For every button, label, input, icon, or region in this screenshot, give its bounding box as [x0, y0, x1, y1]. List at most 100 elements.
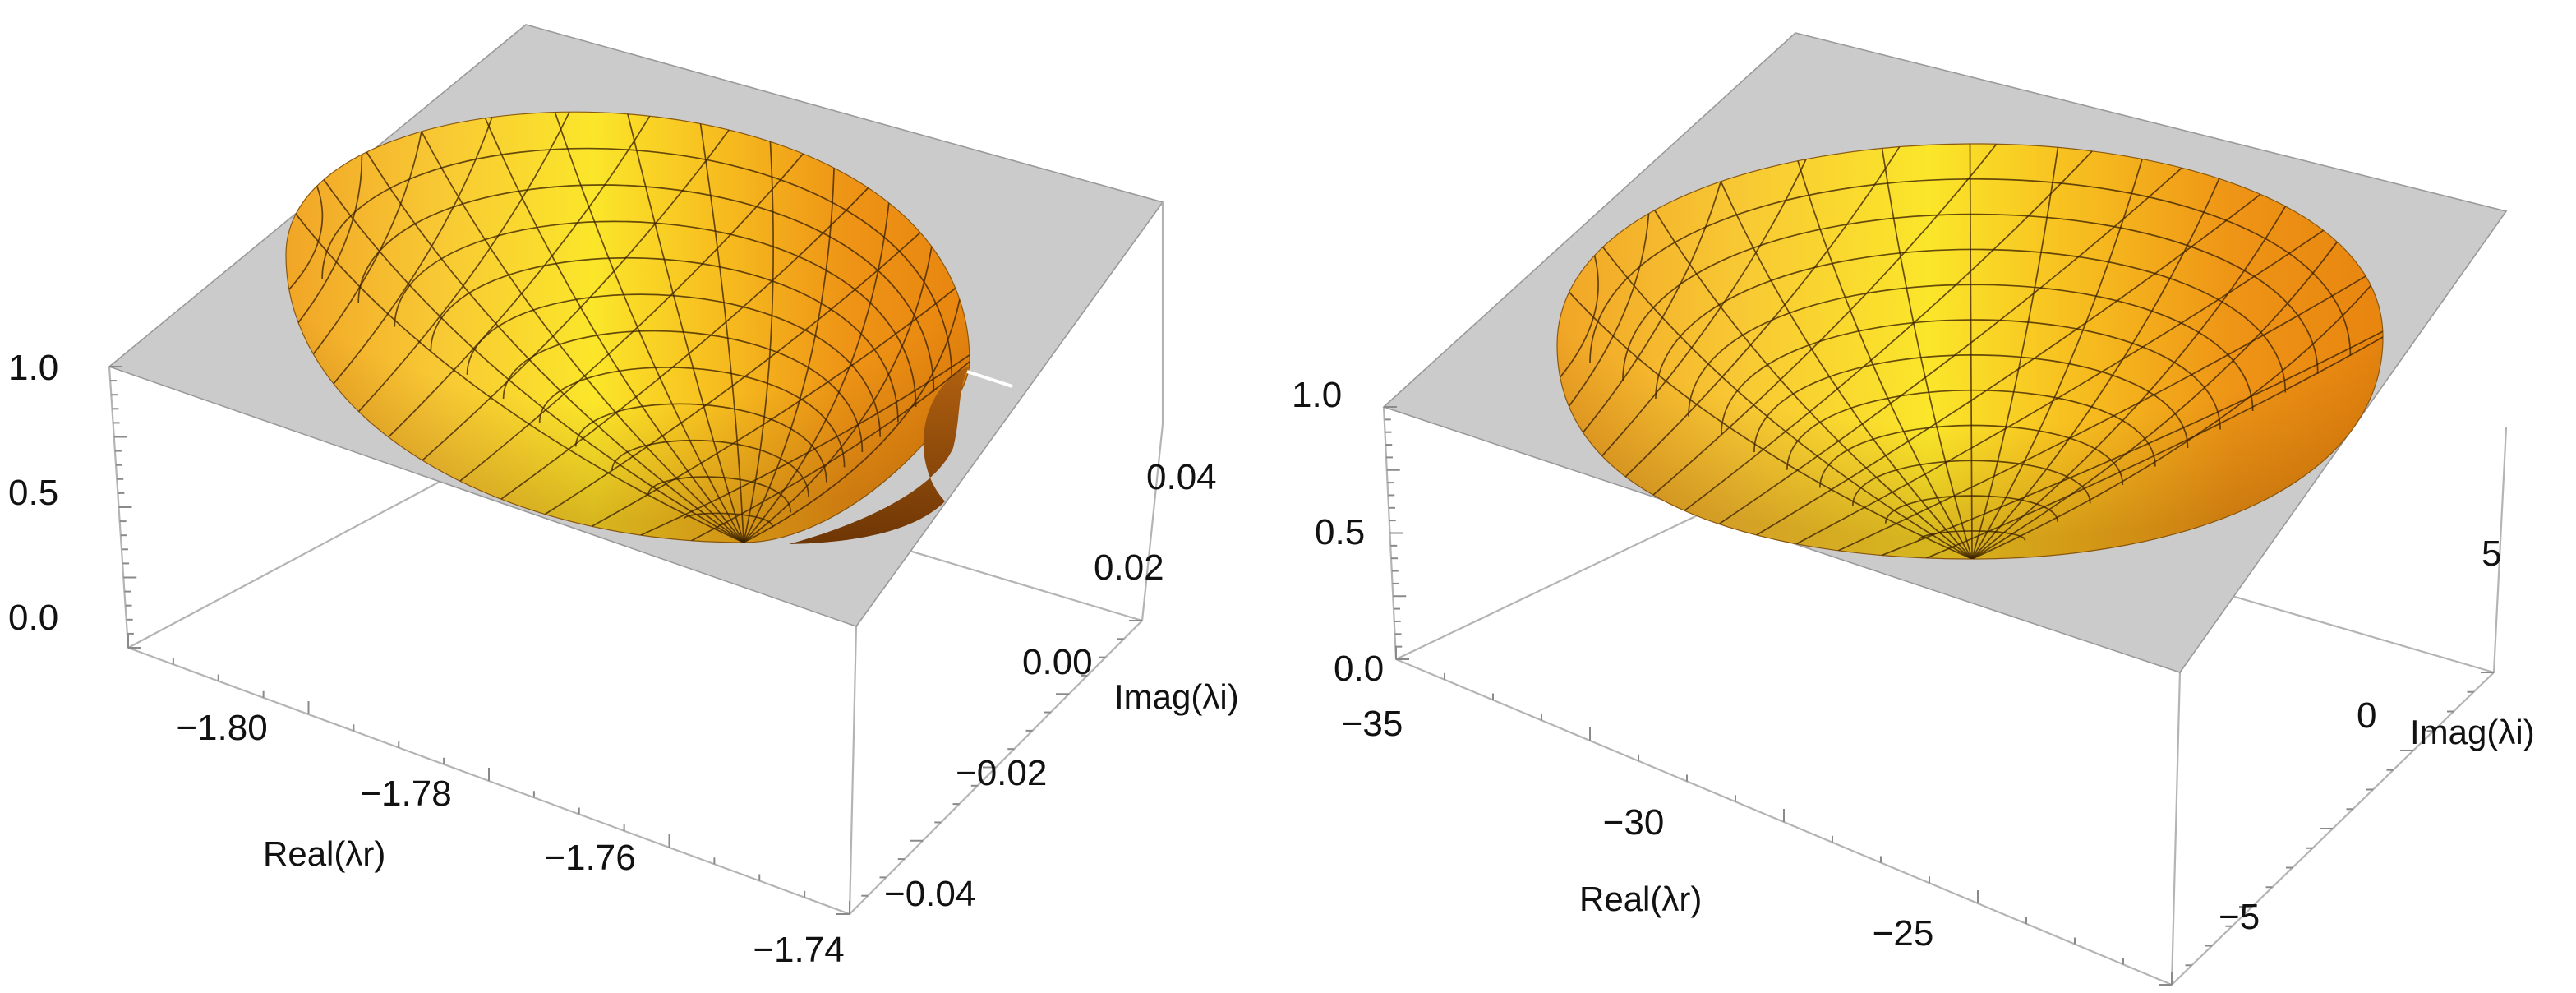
left-y-tick: 0.02 [1094, 547, 1164, 588]
surface-mesh-line [1971, 284, 2371, 559]
left-x-tick: −1.78 [360, 774, 451, 814]
surface-mesh-line [388, 115, 651, 438]
surface-mesh-line [743, 202, 890, 543]
surface-mesh-line [321, 147, 953, 377]
surface-mesh-line [574, 403, 827, 483]
left-y-axis: 0.04 0.02 0.00 −0.02 −0.04 Imag(λi) [884, 457, 1239, 914]
surface-mesh-line [743, 141, 774, 543]
surface-mesh-line [1884, 495, 2059, 524]
right-x-tick: −30 [1603, 802, 1665, 843]
surface-mesh-line [1684, 150, 2093, 511]
right-x-tick: −35 [1342, 704, 1403, 744]
surface-mesh-line [1560, 255, 1599, 378]
left-x-tick: −1.74 [753, 930, 844, 970]
surface-mesh-line [1720, 181, 1973, 559]
left-x-tick: −1.76 [544, 838, 635, 878]
surface-mesh-line [295, 213, 744, 543]
right-y-tick: −5 [2219, 897, 2260, 937]
right-z-axis: 1.0 0.5 0.0 [1292, 375, 1384, 689]
surface-mesh-line [1971, 206, 2287, 559]
surface-mesh-line [1652, 143, 1998, 496]
right-z-tick: 0.0 [1334, 649, 1384, 689]
surface-mesh-line [357, 112, 570, 413]
surface-mesh-line [500, 187, 869, 500]
surface-mesh-line [611, 439, 809, 498]
surface-mesh-line [1971, 178, 2220, 559]
surface-mesh-line [1881, 148, 1973, 559]
left-z-tick: 1.0 [8, 348, 58, 388]
right-surface [1556, 143, 2384, 560]
left-y-axis-label: Imag(λi) [1114, 677, 1239, 716]
surface-mesh-line [1622, 213, 2319, 381]
surface-mesh-line [297, 154, 363, 323]
surface-mesh-line [466, 293, 881, 437]
left-x-tick: −1.80 [176, 708, 267, 748]
surface-mesh-line [627, 113, 744, 543]
right-y-axis-label: Imag(λi) [2410, 713, 2535, 751]
right-z-tick: 1.0 [1292, 375, 1342, 415]
left-surface [285, 111, 1013, 544]
surface-mesh-line [1818, 424, 2124, 488]
surface-mesh-line [1569, 291, 1973, 559]
surface-mesh-line [538, 367, 846, 468]
surface-mesh-line [1756, 193, 2261, 536]
surface-mesh-line [333, 117, 493, 385]
left-y-tick: −0.02 [956, 753, 1047, 793]
surface-mesh-line [323, 179, 744, 543]
right-x-axis-label: Real(λr) [1579, 880, 1702, 918]
surface-mesh-line [640, 354, 970, 536]
surface-mesh-line [1971, 241, 2339, 559]
surface-mesh-line [430, 256, 899, 423]
surface-mesh-line [684, 512, 774, 528]
left-y-tick: −0.04 [884, 874, 975, 914]
surface-mesh-line [1582, 181, 1722, 433]
surface-mesh-line [544, 232, 921, 515]
left-x-axis: −1.80 −1.78 −1.76 −1.74 Real(λr) [176, 708, 844, 970]
surface-mesh-line [459, 153, 804, 482]
left-branch-cut [966, 370, 1013, 388]
surface-mesh-line [1969, 143, 1973, 559]
surface-mesh-line [502, 330, 864, 453]
surface-mesh-line [1601, 159, 1807, 457]
surface-mesh-line [1795, 229, 2325, 545]
right-y-tick: 5 [2482, 533, 2501, 574]
surface-mesh-line [743, 299, 961, 543]
surface-mesh-line [1926, 336, 2383, 559]
right-x-axis: −35 −30 −25 Real(λr) [1342, 704, 1934, 954]
surface-mesh-line [422, 129, 730, 461]
surface-mesh-line [357, 184, 935, 392]
surface-mesh-line [591, 287, 956, 528]
right-y-tick: 0 [2357, 695, 2376, 736]
surface-mesh-line [1797, 160, 1973, 559]
surface-mesh-line [1837, 275, 2366, 552]
surface-mesh-line [1655, 248, 2287, 400]
surface-mesh-line [1601, 247, 1973, 559]
left-z-tick: 0.0 [8, 598, 58, 638]
surface-mesh-line [699, 123, 744, 543]
surface-mesh-line [1568, 213, 1650, 407]
left-x-axis-label: Real(λr) [263, 834, 385, 873]
surface-mesh-line [1688, 284, 2254, 417]
surface-mesh-line [1624, 146, 1901, 478]
right-x-tick: −25 [1873, 913, 1934, 954]
surface-mesh-line [1589, 178, 2352, 363]
left-y-tick: 0.00 [1022, 642, 1093, 682]
right-y-axis: 5 0 −5 Imag(λi) [2219, 533, 2535, 937]
left-z-axis: 1.0 0.5 0.0 [8, 348, 58, 638]
plot-left: 1.0 0.5 0.0 −1.80 −1.78 −1.76 −1.74 Real… [8, 24, 1239, 970]
surface-mesh-line [1917, 530, 2026, 542]
surface-mesh-line [1718, 167, 2182, 525]
surface-mesh-line [288, 185, 324, 290]
surface-mesh-line [484, 118, 744, 543]
surface-mesh-line [1971, 147, 2059, 559]
left-z-tick: 0.5 [8, 473, 58, 513]
surface-mesh-line [312, 131, 422, 355]
surface-mesh-line [1753, 354, 2189, 453]
surface-mesh-line [1786, 389, 2156, 470]
surface-mesh-line [421, 131, 744, 543]
left-notch-inner-wall [789, 366, 970, 544]
left-y-tick: 0.04 [1146, 457, 1217, 497]
plot-right: 1.0 0.5 0.0 −35 −30 −25 Real(λr) 5 0 −5 … [1292, 32, 2535, 986]
surface-mesh-line [647, 476, 792, 513]
